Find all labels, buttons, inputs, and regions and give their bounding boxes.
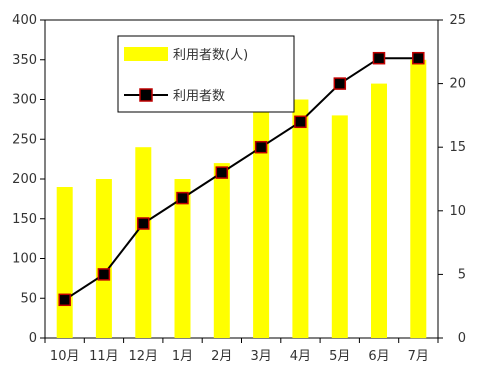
bar-2 <box>95 179 112 338</box>
x-axis: 10月 11月 12月 1月 2月 3月 4月 5月 6月 7月 <box>44 338 439 364</box>
left-tick-label: 200 <box>12 172 37 187</box>
x-tick-label: 6月 <box>368 349 389 364</box>
x-tick-label: 1月 <box>172 349 193 364</box>
line-marker-3 <box>137 217 150 230</box>
bar-4 <box>174 179 191 338</box>
right-tick-label: 10 <box>449 204 466 219</box>
left-tick-label: 100 <box>12 252 37 267</box>
bar-7 <box>292 99 309 338</box>
bar-9 <box>371 83 387 338</box>
left-tick-label: 150 <box>12 212 37 227</box>
bar-3 <box>135 147 152 338</box>
line-marker-7 <box>294 115 307 129</box>
left-tick-label: 250 <box>12 132 37 147</box>
x-tick-label: 5月 <box>329 349 350 364</box>
x-tick-label: 4月 <box>290 349 311 364</box>
x-tick-label: 10月 <box>50 349 80 364</box>
right-tick-label: 15 <box>449 140 466 155</box>
right-axis: 0 5 10 15 20 25 <box>438 13 466 346</box>
left-tick-label: 300 <box>12 93 37 108</box>
bar-8 <box>331 115 348 339</box>
legend-label-bar: 利用者数(人) <box>173 48 248 63</box>
left-tick-label: 350 <box>12 53 37 68</box>
right-tick-label: 20 <box>449 77 466 92</box>
line-marker-4 <box>176 191 189 205</box>
bar-5 <box>213 163 230 338</box>
right-tick-label: 0 <box>458 331 466 346</box>
legend-label-line: 利用者数 <box>173 89 225 104</box>
series-line <box>64 57 419 301</box>
left-tick-label: 0 <box>29 331 37 346</box>
x-tick-label: 12月 <box>129 349 159 364</box>
x-tick-label: 2月 <box>211 349 232 364</box>
bar-10 <box>410 59 427 339</box>
legend: 利用者数(人) 利用者数 <box>117 35 295 113</box>
x-tick-label: 11月 <box>89 349 119 364</box>
right-tick-label: 25 <box>449 13 466 28</box>
left-tick-label: 400 <box>12 13 37 28</box>
bar-6 <box>253 107 270 338</box>
x-tick-label: 7月 <box>408 349 429 364</box>
left-tick-label: 50 <box>20 291 37 306</box>
line-marker-5 <box>215 166 229 179</box>
x-tick-label: 3月 <box>250 349 271 364</box>
line-series <box>58 51 425 307</box>
line-marker-8 <box>333 77 347 90</box>
line-marker-6 <box>254 140 268 154</box>
line-marker-9 <box>372 51 386 65</box>
line-marker-1 <box>58 293 71 307</box>
right-tick-label: 5 <box>458 267 466 282</box>
bar-1 <box>56 187 73 338</box>
line-marker-10 <box>412 51 425 65</box>
bar-series <box>56 59 427 339</box>
left-axis: 0 50 100 150 200 250 300 350 400 <box>12 13 45 346</box>
legend-swatch-marker <box>139 88 153 102</box>
legend-swatch-bar <box>124 47 168 61</box>
line-marker-2 <box>97 268 111 281</box>
